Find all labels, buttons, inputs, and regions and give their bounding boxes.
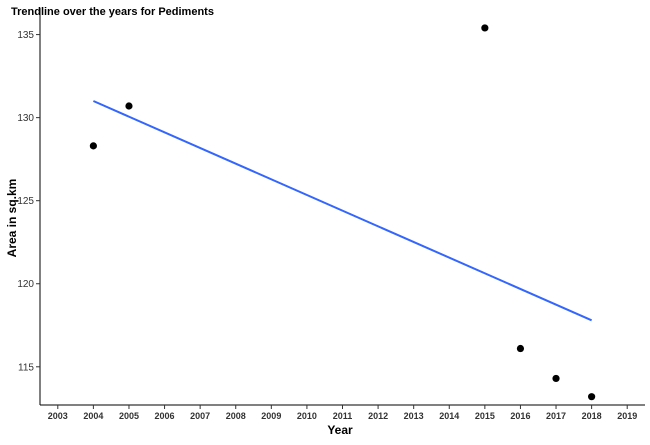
data-point [516,344,525,353]
x-tick-label: 2018 [582,411,602,421]
x-tick-label: 2004 [83,411,103,421]
y-tick-label: 125 [17,196,34,207]
axes-group [39,8,645,406]
x-tick-label: 2013 [404,411,424,421]
data-point [125,102,133,110]
data-point [552,374,560,383]
y-axis-ticks: 115 120 125 130 135 [17,30,40,373]
data-point [588,393,596,401]
x-tick-label: 2012 [368,411,388,421]
y-axis-title: Area in sq.km [5,179,19,258]
x-tick-label: 2017 [546,411,566,421]
y-tick-label: 135 [17,30,34,41]
x-tick-label: 2019 [617,411,637,421]
points-group [89,24,596,401]
x-tick-label: 2003 [48,411,68,421]
y-tick-label: 120 [17,279,34,290]
chart-title: Trendline over the years for Pediments [11,6,214,18]
x-tick-label: 2007 [190,411,210,421]
x-tick-label: 2009 [261,411,281,421]
trendline-group [92,100,593,322]
data-point [481,24,489,32]
x-tick-label: 2014 [439,411,459,421]
x-axis-ticks: 2003 2004 2005 2006 2007 2008 2009 2010 2011 2012… [48,405,637,421]
x-tick-label: 2010 [297,411,317,421]
y-tick-label: 115 [18,362,34,373]
x-tick-label: 2015 [475,411,495,421]
x-tick-label: 2011 [333,411,353,421]
x-tick-label: 2008 [226,411,246,421]
x-axis-title: Year [327,423,353,437]
x-tick-label: 2006 [155,411,175,421]
trendline [92,100,593,322]
data-point [89,142,97,150]
x-tick-label: 2016 [510,411,530,421]
y-tick-label: 130 [17,113,34,124]
x-tick-label: 2005 [119,411,139,421]
